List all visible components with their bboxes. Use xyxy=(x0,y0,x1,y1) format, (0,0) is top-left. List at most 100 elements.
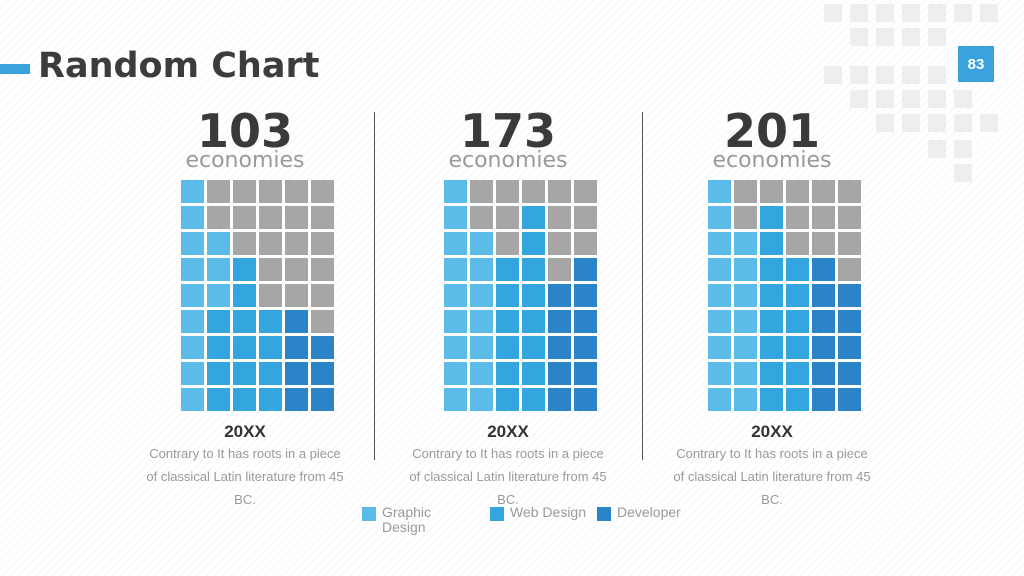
cell-developer xyxy=(574,336,597,359)
decorative-square xyxy=(850,66,868,84)
cell-empty xyxy=(574,180,597,203)
cell-web-design xyxy=(496,388,519,411)
cell-empty xyxy=(548,258,571,281)
cell-graphic-design xyxy=(470,258,493,281)
decorative-square xyxy=(824,66,842,84)
cell-web-design xyxy=(760,206,783,229)
cell-graphic-design xyxy=(708,206,731,229)
cell-developer xyxy=(838,388,861,411)
cell-developer xyxy=(548,388,571,411)
cell-graphic-design xyxy=(708,258,731,281)
decorative-square xyxy=(824,4,842,22)
panel-value: 173 xyxy=(459,104,557,158)
decorative-square xyxy=(928,4,946,22)
cell-graphic-design xyxy=(181,232,204,255)
title-accent-bar xyxy=(0,64,30,74)
legend-label: Developer xyxy=(617,504,681,520)
cell-web-design xyxy=(760,362,783,385)
panel-description: Contrary to It has roots in a piece of c… xyxy=(146,446,344,507)
cell-web-design xyxy=(522,232,545,255)
cell-web-design xyxy=(760,388,783,411)
cell-graphic-design xyxy=(181,284,204,307)
cell-empty xyxy=(207,180,230,203)
cell-web-design xyxy=(233,388,256,411)
cell-graphic-design xyxy=(444,362,467,385)
waffle-grid xyxy=(181,180,335,412)
cell-graphic-design xyxy=(444,310,467,333)
cell-graphic-design xyxy=(181,388,204,411)
panel-year: 20XX xyxy=(224,422,266,441)
waffle-grid xyxy=(708,180,862,412)
panel-1: 103 economies 20XX Contrary to It has ro… xyxy=(135,0,355,576)
cell-web-design xyxy=(522,258,545,281)
cell-empty xyxy=(838,232,861,255)
cell-graphic-design xyxy=(444,284,467,307)
panel-value: 103 xyxy=(196,104,294,158)
page-title: Random Chart xyxy=(38,46,320,86)
cell-web-design xyxy=(259,310,282,333)
cell-developer xyxy=(285,336,308,359)
cell-empty xyxy=(259,258,282,281)
cell-developer xyxy=(838,336,861,359)
cell-graphic-design xyxy=(708,336,731,359)
decorative-square xyxy=(902,4,920,22)
decorative-square xyxy=(954,4,972,22)
cell-empty xyxy=(760,180,783,203)
legend-swatch xyxy=(490,507,504,521)
cell-graphic-design xyxy=(181,362,204,385)
decorative-square xyxy=(876,28,894,46)
cell-graphic-design xyxy=(207,232,230,255)
cell-empty xyxy=(311,258,334,281)
decorative-square xyxy=(954,114,972,132)
cell-empty xyxy=(786,206,809,229)
cell-web-design xyxy=(259,362,282,385)
cell-graphic-design xyxy=(708,180,731,203)
cell-web-design xyxy=(522,206,545,229)
cell-developer xyxy=(812,284,835,307)
waffle-grid xyxy=(444,180,598,412)
cell-web-design xyxy=(786,310,809,333)
decorative-square xyxy=(928,66,946,84)
cell-developer xyxy=(548,336,571,359)
cell-graphic-design xyxy=(708,232,731,255)
cell-graphic-design xyxy=(181,206,204,229)
decorative-square xyxy=(902,114,920,132)
cell-empty xyxy=(574,206,597,229)
cell-developer xyxy=(548,362,571,385)
cell-graphic-design xyxy=(734,362,757,385)
cell-graphic-design xyxy=(734,388,757,411)
decorative-square xyxy=(850,90,868,108)
cell-graphic-design xyxy=(734,258,757,281)
cell-web-design xyxy=(259,388,282,411)
cell-web-design xyxy=(233,362,256,385)
decorative-square xyxy=(928,90,946,108)
cell-developer xyxy=(838,362,861,385)
cell-web-design xyxy=(233,284,256,307)
cell-empty xyxy=(496,180,519,203)
cell-web-design xyxy=(760,258,783,281)
panel-unit: economies xyxy=(185,148,305,173)
cell-empty xyxy=(838,206,861,229)
cell-developer xyxy=(285,388,308,411)
cell-web-design xyxy=(259,336,282,359)
cell-web-design xyxy=(233,310,256,333)
cell-developer xyxy=(838,284,861,307)
cell-empty xyxy=(734,180,757,203)
cell-web-design xyxy=(233,258,256,281)
cell-empty xyxy=(838,258,861,281)
cell-empty xyxy=(259,232,282,255)
cell-empty xyxy=(786,232,809,255)
cell-graphic-design xyxy=(207,258,230,281)
cell-empty xyxy=(548,206,571,229)
cell-empty xyxy=(259,180,282,203)
cell-developer xyxy=(285,362,308,385)
cell-empty xyxy=(311,310,334,333)
legend-swatch xyxy=(362,507,376,521)
cell-web-design xyxy=(496,284,519,307)
cell-graphic-design xyxy=(708,284,731,307)
cell-web-design xyxy=(786,388,809,411)
cell-developer xyxy=(812,362,835,385)
cell-developer xyxy=(812,388,835,411)
cell-web-design xyxy=(786,284,809,307)
cell-developer xyxy=(311,362,334,385)
